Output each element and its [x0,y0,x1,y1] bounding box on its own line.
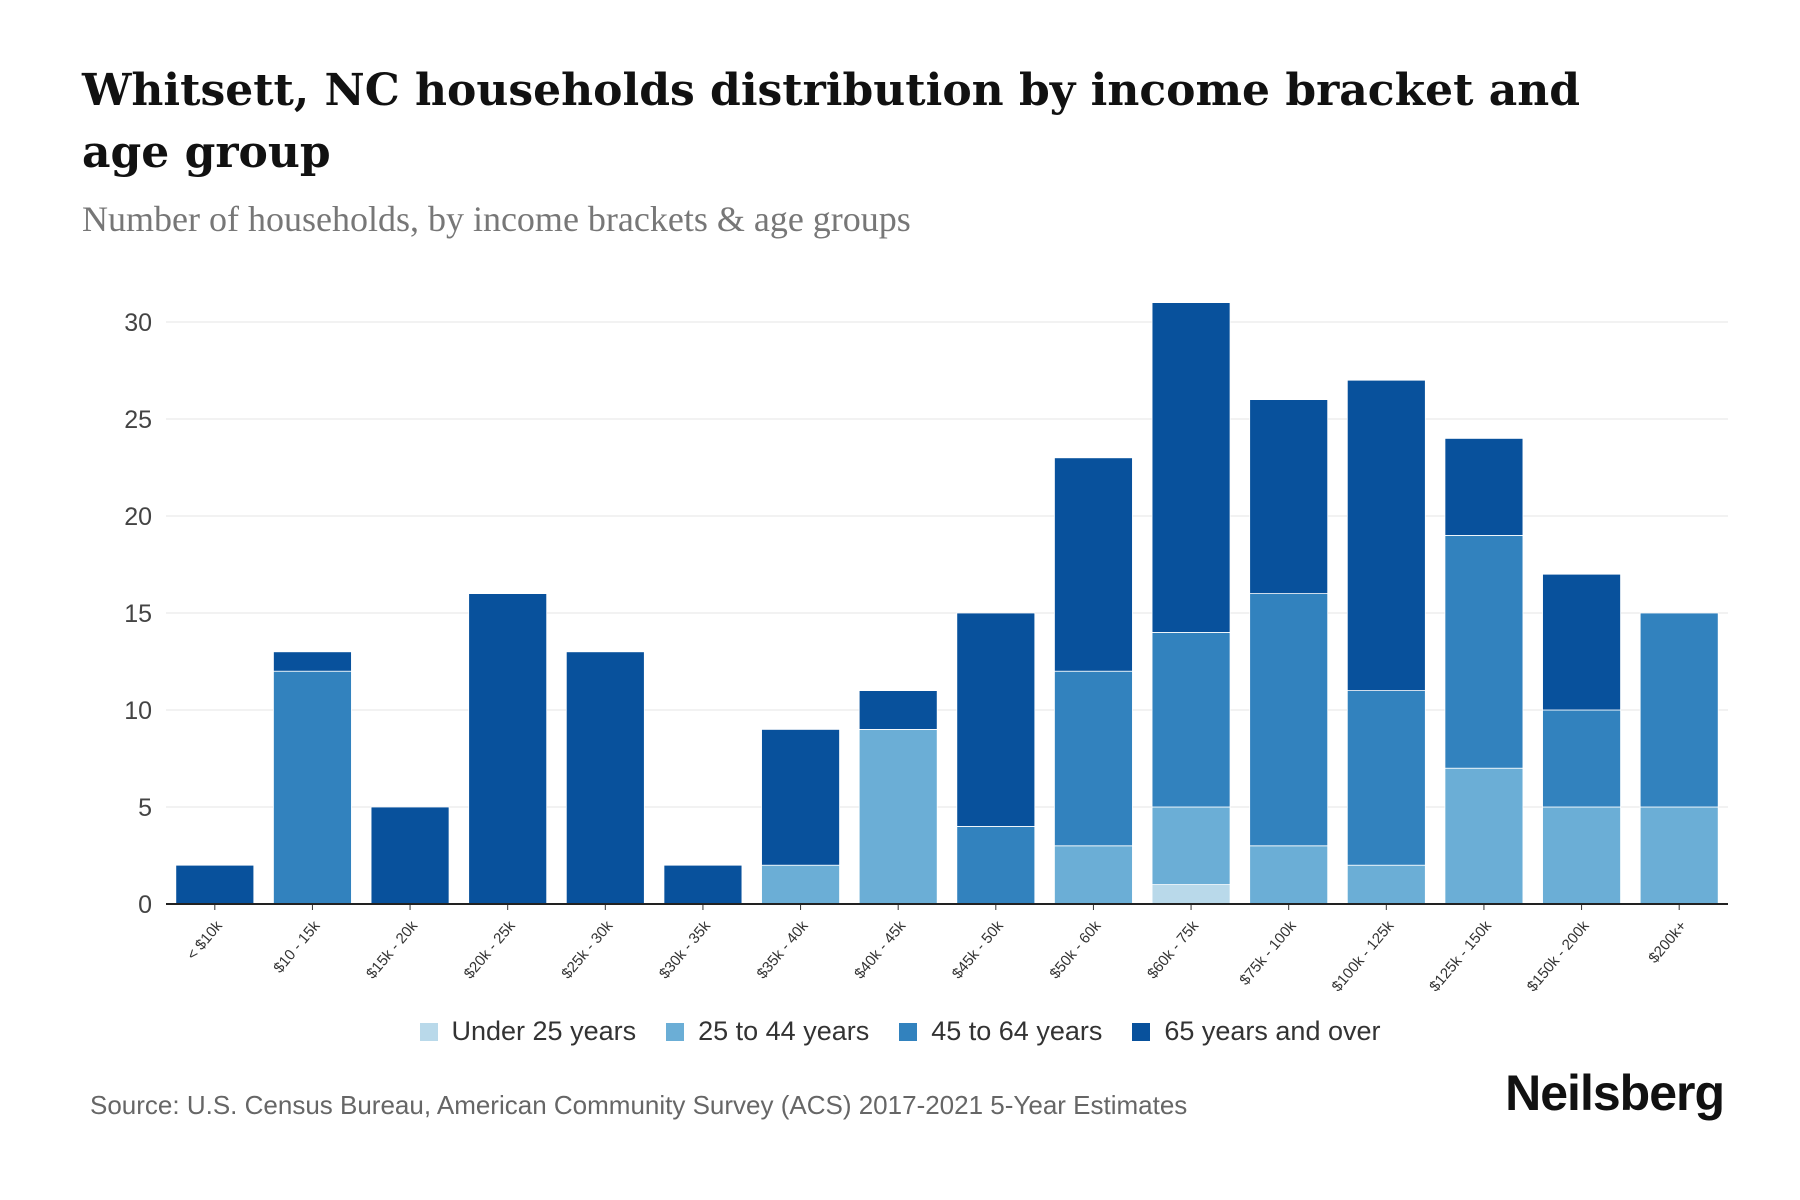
y-tick-label: 25 [124,406,152,434]
y-tick-label: 30 [124,309,152,337]
bar-segment [1346,864,1426,905]
source-note: Source: U.S. Census Bureau, American Com… [90,1090,1188,1120]
legend-item: 65 years and over [1132,1016,1381,1047]
bar-segment [565,651,645,905]
bar-segment [1151,884,1231,905]
legend-swatch [419,1022,438,1041]
y-tick-label: 0 [138,891,152,919]
bar-segment [1444,535,1524,769]
legend-label: 45 to 64 years [931,1016,1103,1046]
legend-swatch [1132,1022,1151,1041]
legend-item: 45 to 64 years [899,1016,1102,1047]
legend-item: Under 25 years [419,1016,637,1047]
bar-segment [956,826,1036,905]
stacked-bar-chart: 0 5 10 15 20 25 30 < $10k $10 - 15k $15k - 20k $20… [124,302,1728,995]
bar-segment [1249,593,1329,847]
x-tick-label: $35k - 40k [754,917,812,982]
bar-segment [761,864,840,905]
bar-segment [858,690,938,730]
legend-swatch [666,1022,685,1041]
bar-segment [956,612,1036,827]
bar-segment [370,806,450,905]
y-tick-label: 15 [124,600,152,628]
bar-segment [1151,806,1231,885]
bar-segment [858,729,938,905]
bar-segment [1054,670,1133,847]
bar-segment [1542,806,1621,905]
bar-segment [1346,379,1426,692]
x-tick-label: $50k - 60k [1046,917,1104,982]
x-tick-label: $200k+ [1645,917,1690,966]
bar-segment [1054,845,1133,905]
bar-segment [273,651,352,672]
bar-segment [1542,573,1621,711]
x-tick-label: $40k - 45k [851,917,909,982]
bar-segment [1249,399,1329,595]
x-tick-label: < $10k [184,917,227,963]
chart-subtitle: Number of households, by income brackets… [82,199,911,239]
legend-swatch [899,1022,918,1041]
bar-segment [1151,302,1231,633]
bar-segment [1151,632,1231,808]
bar-segment [175,864,255,905]
bar-segment [761,729,840,866]
bar-segment [468,593,548,905]
legend-item: 25 to 44 years [666,1016,869,1047]
bar-segment [1249,845,1329,905]
bar-segment [1639,612,1719,808]
y-tick-label: 10 [124,697,152,725]
x-tick-label: $30k - 35k [656,917,714,982]
bar-segment [1639,806,1719,905]
x-tick-label: $150k - 200k [1524,917,1593,995]
legend-label: Under 25 years [451,1016,637,1046]
x-tick-label: $100k - 125k [1329,917,1398,995]
bar-segment [1054,457,1133,672]
bar-segment [663,864,743,905]
bar-segment [1346,690,1426,866]
neilsberg-logo: Neilsberg [1505,1065,1725,1121]
bar-segment [1444,767,1524,905]
x-tick-label: $20k - 25k [461,917,519,982]
x-tick-label: $15k - 20k [363,917,421,982]
legend-label: 65 years and over [1164,1016,1381,1046]
y-tick-label: 5 [138,794,152,822]
bar-segment [1444,437,1524,536]
legend: Under 25 years 25 to 44 years 45 to 64 yea… [0,1016,1800,1047]
x-tick-label: $45k - 50k [949,917,1007,982]
x-tick-label: $75k - 100k [1236,917,1300,988]
x-tick-label: $125k - 150k [1426,917,1495,995]
x-tick-label: $25k - 30k [558,917,616,982]
bar-segment [1542,709,1621,808]
x-tick-label: $60k - 75k [1144,917,1202,982]
x-tick-label: $10 - 15k [270,917,324,976]
y-tick-label: 20 [124,503,152,531]
chart-title: Whitsett, NC households distribution by … [82,65,1580,178]
bar-segment [273,670,352,905]
legend-label: 25 to 44 years [698,1016,870,1046]
